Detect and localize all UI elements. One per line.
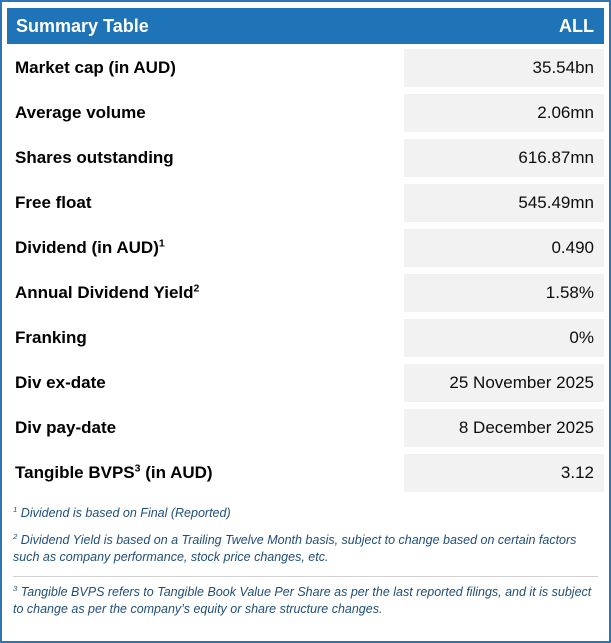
- label-text: Market cap (in AUD): [15, 57, 176, 77]
- table-row: Average volume 2.06mn: [7, 90, 604, 135]
- summary-table-header: Summary Table ALL: [7, 8, 604, 44]
- label-superscript: 1: [158, 236, 165, 249]
- footnote-text: Tangible BVPS refers to Tangible Book Va…: [13, 584, 592, 617]
- row-label-dividend: Dividend (in AUD)1: [15, 238, 404, 258]
- row-label-div-pay-date: Div pay-date: [15, 418, 404, 438]
- label-superscript: 3: [134, 461, 141, 474]
- label-text: Tangible BVPS: [15, 462, 135, 482]
- footnote-2: 2 Dividend Yield is based on a Trailing …: [13, 532, 598, 567]
- scope-label: ALL: [559, 15, 594, 36]
- table-row: Dividend (in AUD)1 0.490: [7, 225, 604, 270]
- row-value-div-ex-date: 25 November 2025: [404, 363, 604, 402]
- table-row: Div ex-date 25 November 2025: [7, 360, 604, 405]
- row-value-franking: 0%: [404, 318, 604, 357]
- table-row: Annual Dividend Yield2 1.58%: [7, 270, 604, 315]
- label-text-suffix: (in AUD): [140, 462, 213, 482]
- row-value-market-cap: 35.54bn: [404, 48, 604, 87]
- row-label-free-float: Free float: [15, 193, 404, 213]
- row-value-average-volume: 2.06mn: [404, 93, 604, 132]
- row-label-market-cap: Market cap (in AUD): [15, 58, 404, 78]
- footnote-text: Dividend Yield is based on a Trailing Tw…: [13, 532, 577, 565]
- table-row: Market cap (in AUD) 35.54bn: [7, 45, 604, 90]
- summary-table: Market cap (in AUD) 35.54bn Average volu…: [7, 45, 604, 495]
- footnotes: 1 Dividend is based on Final (Reported) …: [7, 499, 604, 619]
- row-value-annual-dividend-yield: 1.58%: [404, 273, 604, 312]
- label-text: Average volume: [15, 102, 146, 122]
- table-row: Shares outstanding 616.87mn: [7, 135, 604, 180]
- row-value-div-pay-date: 8 December 2025: [404, 408, 604, 447]
- table-row: Free float 545.49mn: [7, 180, 604, 225]
- label-text: Div pay-date: [15, 417, 117, 437]
- label-text: Franking: [15, 327, 87, 347]
- row-label-shares-outstanding: Shares outstanding: [15, 148, 404, 168]
- row-value-tangible-bvps: 3.12: [404, 453, 604, 492]
- table-row: Franking 0%: [7, 315, 604, 360]
- row-label-annual-dividend-yield: Annual Dividend Yield2: [15, 283, 404, 303]
- footnote-3: 3 Tangible BVPS refers to Tangible Book …: [13, 575, 598, 619]
- row-label-average-volume: Average volume: [15, 103, 404, 123]
- table-row: Tangible BVPS3 (in AUD) 3.12: [7, 450, 604, 495]
- label-superscript: 2: [193, 281, 200, 294]
- row-label-tangible-bvps: Tangible BVPS3 (in AUD): [15, 463, 404, 483]
- footnote-superscript: 3: [13, 583, 18, 593]
- footnote-superscript: 1: [13, 504, 18, 514]
- label-text: Annual Dividend Yield: [15, 282, 194, 302]
- label-text: Shares outstanding: [15, 147, 174, 167]
- row-label-franking: Franking: [15, 328, 404, 348]
- label-text: Free float: [15, 192, 92, 212]
- label-text: Dividend (in AUD): [15, 237, 159, 257]
- footnote-superscript: 2: [13, 531, 18, 541]
- label-text: Div ex-date: [15, 372, 106, 392]
- row-value-free-float: 545.49mn: [404, 183, 604, 222]
- footnote-1: 1 Dividend is based on Final (Reported): [13, 505, 598, 523]
- row-label-div-ex-date: Div ex-date: [15, 373, 404, 393]
- row-value-dividend: 0.490: [404, 228, 604, 267]
- footnote-text: Dividend is based on Final (Reported): [17, 506, 231, 520]
- table-row: Div pay-date 8 December 2025: [7, 405, 604, 450]
- row-value-shares-outstanding: 616.87mn: [404, 138, 604, 177]
- page-title: Summary Table: [16, 15, 149, 36]
